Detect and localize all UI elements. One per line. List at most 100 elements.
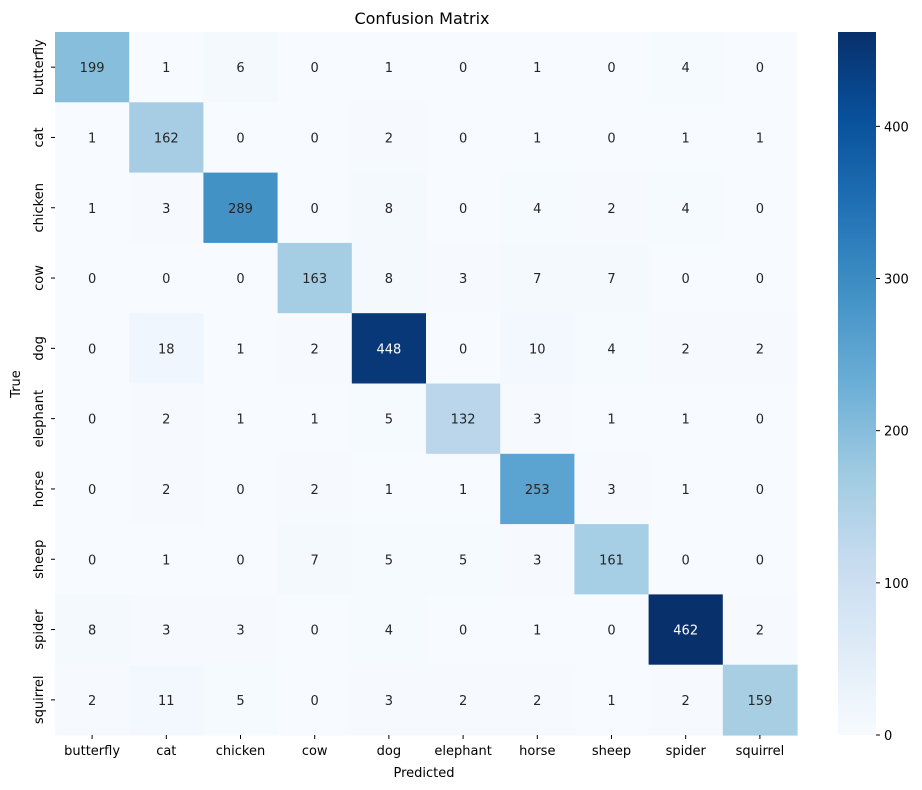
- heatmap-cell: [574, 102, 650, 174]
- cell-value-label: 0: [756, 483, 764, 498]
- y-tick-label: spider: [32, 609, 47, 650]
- heatmap-cell: [426, 172, 501, 244]
- cell-value-label: 1: [236, 342, 244, 357]
- cell-value-label: 0: [682, 272, 690, 287]
- cell-value-label: 161: [599, 553, 624, 568]
- cell-value-label: 3: [607, 483, 615, 498]
- heatmap-cell: [574, 242, 650, 314]
- heatmap-cell: [203, 102, 279, 174]
- cell-value-label: 0: [311, 131, 319, 146]
- heatmap-cell: [500, 313, 575, 385]
- heatmap-cell: [500, 172, 575, 244]
- cell-value-label: 0: [607, 624, 615, 639]
- heatmap-cell: [55, 102, 130, 174]
- cell-value-label: 4: [682, 61, 690, 76]
- x-tick-label: chicken: [216, 744, 265, 759]
- cell-value-label: 0: [88, 553, 96, 568]
- cell-value-label: 0: [236, 131, 244, 146]
- cell-value-label: 2: [311, 342, 319, 357]
- cell-value-label: 1: [682, 483, 690, 498]
- heatmap-cell: [55, 594, 130, 666]
- cell-value-label: 5: [385, 413, 393, 428]
- heatmap-cell: [574, 453, 650, 525]
- heatmap-cell: [426, 524, 501, 595]
- heatmap-cell: [648, 313, 724, 385]
- x-tick-label: dog: [377, 744, 401, 759]
- cell-value-label: 0: [756, 272, 764, 287]
- heatmap-cell: [203, 453, 279, 525]
- heatmap-cell: [648, 524, 724, 595]
- heatmap-cell: [55, 32, 130, 103]
- y-tick-label: elephant: [32, 390, 47, 447]
- heatmap-cell: [277, 313, 353, 385]
- cell-value-label: 2: [88, 694, 96, 709]
- heatmap-cell: [55, 664, 130, 736]
- heatmap-cell: [55, 383, 130, 455]
- cell-value-label: 1: [682, 413, 690, 428]
- cell-value-label: 3: [162, 624, 170, 639]
- cell-value-label: 7: [607, 272, 615, 287]
- cell-value-label: 289: [228, 202, 253, 217]
- heatmap-cell: [648, 453, 724, 525]
- heatmap-cell: [648, 664, 724, 736]
- cell-value-label: 18: [158, 342, 175, 357]
- cell-value-label: 1: [756, 131, 764, 146]
- y-tick-label: squirrel: [32, 676, 47, 725]
- cell-value-label: 0: [88, 342, 96, 357]
- heatmap-cell: [722, 664, 798, 736]
- heatmap-cell: [277, 172, 353, 244]
- y-tick-label: horse: [32, 471, 47, 507]
- cell-value-label: 1: [236, 413, 244, 428]
- heatmap-cell: [500, 242, 575, 314]
- heatmap-cell: [351, 664, 427, 736]
- heatmap-cell: [129, 32, 204, 103]
- cell-value-label: 2: [682, 342, 690, 357]
- x-tick-label: elephant: [434, 744, 491, 759]
- cell-value-label: 8: [385, 202, 393, 217]
- cell-value-label: 199: [80, 61, 105, 76]
- cell-value-label: 3: [236, 624, 244, 639]
- cell-value-label: 0: [162, 272, 170, 287]
- heatmap-cell: [55, 453, 130, 525]
- cell-value-label: 0: [311, 694, 319, 709]
- heatmap-cell: [426, 242, 501, 314]
- cell-value-label: 4: [533, 202, 541, 217]
- heatmap-cell: [648, 242, 724, 314]
- heatmap-cell: [648, 172, 724, 244]
- heatmap-cell: [574, 383, 650, 455]
- cell-value-label: 0: [756, 413, 764, 428]
- cell-value-label: 1: [459, 483, 467, 498]
- heatmap-cell: [574, 32, 650, 103]
- heatmap-cell: [500, 594, 575, 666]
- cell-value-label: 0: [311, 61, 319, 76]
- heatmap-cell: [277, 242, 353, 314]
- cell-value-label: 0: [756, 61, 764, 76]
- heatmap-cell: [722, 32, 798, 103]
- chart-title: Confusion Matrix: [354, 9, 489, 28]
- heatmap-cell: [648, 102, 724, 174]
- heatmap-cell: [722, 383, 798, 455]
- cell-value-label: 4: [607, 342, 615, 357]
- cell-value-label: 1: [533, 131, 541, 146]
- cell-value-label: 1: [682, 131, 690, 146]
- cell-value-label: 1: [311, 413, 319, 428]
- heatmap-cell: [500, 102, 575, 174]
- cell-value-label: 2: [385, 131, 393, 146]
- heatmap-cell: [426, 453, 501, 525]
- heatmap-cell: [351, 594, 427, 666]
- heatmap-cell: [351, 453, 427, 525]
- cell-value-label: 2: [756, 624, 764, 639]
- heatmap-cell: [648, 594, 724, 666]
- colorbar: 0 100 200 300 400: [838, 32, 909, 744]
- heatmap-cell: [203, 524, 279, 595]
- cell-value-label: 3: [385, 694, 393, 709]
- cell-value-label: 1: [88, 202, 96, 217]
- heatmap-cell: [129, 594, 204, 666]
- colorbar-gradient: [838, 32, 876, 735]
- cell-value-label: 1: [607, 413, 615, 428]
- x-tick-label: cow: [302, 744, 328, 759]
- heatmap-cell: [203, 383, 279, 455]
- heatmap-cell: [55, 242, 130, 314]
- colorbar-tick-label: 0: [884, 729, 892, 744]
